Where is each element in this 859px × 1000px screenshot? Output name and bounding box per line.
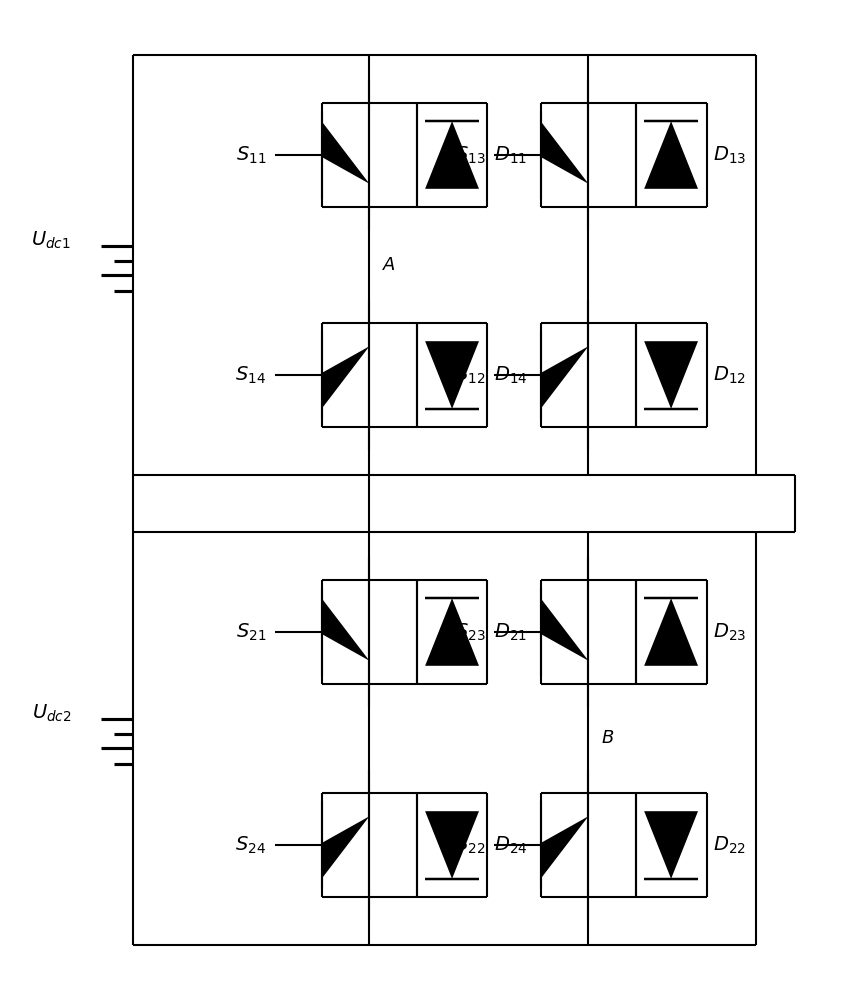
Text: $S_{14}$: $S_{14}$: [235, 364, 266, 386]
Polygon shape: [644, 598, 698, 666]
Text: $A$: $A$: [382, 256, 396, 274]
Text: $D_{12}$: $D_{12}$: [713, 364, 746, 386]
Polygon shape: [425, 121, 479, 189]
Text: $D_{21}$: $D_{21}$: [495, 621, 527, 643]
Polygon shape: [425, 341, 479, 409]
Text: $U_{dc2}$: $U_{dc2}$: [32, 702, 71, 724]
Polygon shape: [322, 816, 369, 878]
Text: $D_{14}$: $D_{14}$: [495, 364, 528, 386]
Text: $S_{21}$: $S_{21}$: [236, 621, 266, 643]
Polygon shape: [541, 346, 588, 408]
Polygon shape: [644, 811, 698, 879]
Text: $D_{11}$: $D_{11}$: [495, 144, 527, 166]
Text: $S_{22}$: $S_{22}$: [455, 834, 485, 856]
Text: $D_{13}$: $D_{13}$: [713, 144, 746, 166]
Text: $S_{24}$: $S_{24}$: [235, 834, 266, 856]
Polygon shape: [541, 122, 588, 184]
Text: $B$: $B$: [601, 729, 614, 747]
Polygon shape: [425, 811, 479, 879]
Text: $U_{dc1}$: $U_{dc1}$: [32, 229, 71, 251]
Polygon shape: [541, 599, 588, 661]
Polygon shape: [322, 122, 369, 184]
Polygon shape: [425, 598, 479, 666]
Polygon shape: [541, 816, 588, 878]
Text: $S_{23}$: $S_{23}$: [454, 621, 485, 643]
Text: $D_{22}$: $D_{22}$: [713, 834, 746, 856]
Polygon shape: [644, 121, 698, 189]
Text: $S_{12}$: $S_{12}$: [455, 364, 485, 386]
Text: $S_{11}$: $S_{11}$: [236, 144, 266, 166]
Polygon shape: [644, 341, 698, 409]
Polygon shape: [322, 346, 369, 408]
Text: $D_{24}$: $D_{24}$: [495, 834, 528, 856]
Text: $S_{13}$: $S_{13}$: [454, 144, 485, 166]
Polygon shape: [322, 599, 369, 661]
Text: $D_{23}$: $D_{23}$: [713, 621, 746, 643]
